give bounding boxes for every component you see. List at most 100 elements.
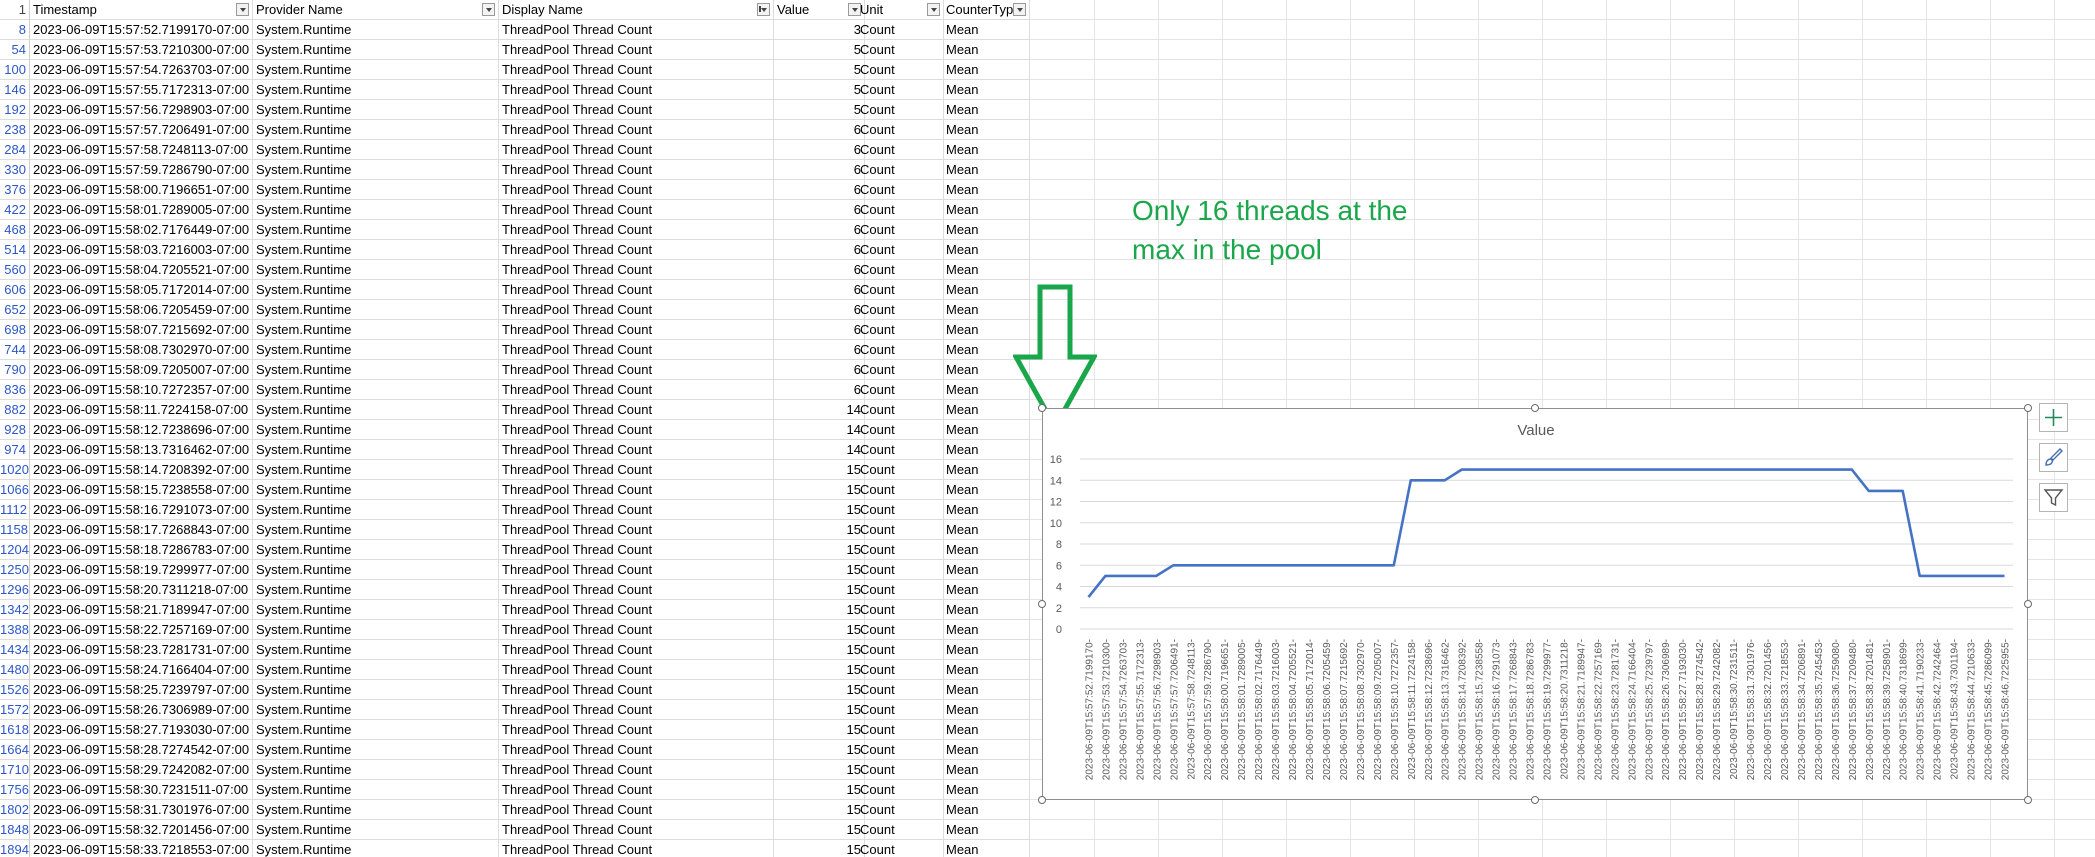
cell-counter-type[interactable]: Mean: [943, 480, 1030, 500]
cell-counter-type[interactable]: Mean: [943, 200, 1030, 220]
cell-display-name[interactable]: ThreadPool Thread Count: [499, 40, 774, 60]
cell-display-name[interactable]: ThreadPool Thread Count: [499, 720, 774, 740]
cell-timestamp[interactable]: 2023-06-09T15:58:05.7172014-07:00: [30, 280, 253, 300]
cell-display-name[interactable]: ThreadPool Thread Count: [499, 380, 774, 400]
row-number[interactable]: 836: [0, 380, 30, 400]
row-number[interactable]: 54: [0, 40, 30, 60]
resize-handle-top-right[interactable]: [2024, 404, 2032, 412]
cell-provider-name[interactable]: System.Runtime: [253, 800, 499, 820]
cell-unit[interactable]: Count: [857, 540, 944, 560]
cell-counter-type[interactable]: Mean: [943, 600, 1030, 620]
cell-timestamp[interactable]: 2023-06-09T15:58:02.7176449-07:00: [30, 220, 253, 240]
row-number[interactable]: 1204: [0, 540, 30, 560]
cell-display-name[interactable]: ThreadPool Thread Count: [499, 60, 774, 80]
cell-counter-type[interactable]: Mean: [943, 280, 1030, 300]
cell-timestamp[interactable]: 2023-06-09T15:58:01.7289005-07:00: [30, 200, 253, 220]
cell-value[interactable]: 3: [774, 20, 865, 40]
cell-value[interactable]: 14: [774, 420, 865, 440]
cell-provider-name[interactable]: System.Runtime: [253, 440, 499, 460]
cell-value[interactable]: 15: [774, 620, 865, 640]
cell-unit[interactable]: Count: [857, 740, 944, 760]
row-number[interactable]: 1710: [0, 760, 30, 780]
row-number[interactable]: 100: [0, 60, 30, 80]
cell-timestamp[interactable]: 2023-06-09T15:58:11.7224158-07:00: [30, 400, 253, 420]
cell-provider-name[interactable]: System.Runtime: [253, 400, 499, 420]
row-number[interactable]: 284: [0, 140, 30, 160]
cell-unit[interactable]: Count: [857, 840, 944, 857]
cell-counter-type[interactable]: Mean: [943, 620, 1030, 640]
cell-value[interactable]: 6: [774, 360, 865, 380]
resize-handle-middle-left[interactable]: [1038, 600, 1046, 608]
cell-value[interactable]: 5: [774, 40, 865, 60]
cell-counter-type[interactable]: Mean: [943, 700, 1030, 720]
cell-display-name[interactable]: ThreadPool Thread Count: [499, 600, 774, 620]
cell-timestamp[interactable]: 2023-06-09T15:58:25.7239797-07:00: [30, 680, 253, 700]
cell-counter-type[interactable]: Mean: [943, 60, 1030, 80]
cell-display-name[interactable]: ThreadPool Thread Count: [499, 120, 774, 140]
cell-value[interactable]: 6: [774, 300, 865, 320]
cell-display-name[interactable]: ThreadPool Thread Count: [499, 820, 774, 840]
cell-unit[interactable]: Count: [857, 380, 944, 400]
cell-unit[interactable]: Count: [857, 560, 944, 580]
cell-counter-type[interactable]: Mean: [943, 140, 1030, 160]
cell-display-name[interactable]: ThreadPool Thread Count: [499, 300, 774, 320]
cell-display-name[interactable]: ThreadPool Thread Count: [499, 800, 774, 820]
cell-display-name[interactable]: ThreadPool Thread Count: [499, 420, 774, 440]
filter-dropdown-icon[interactable]: [482, 3, 495, 16]
cell-unit[interactable]: Count: [857, 300, 944, 320]
cell-counter-type[interactable]: Mean: [943, 340, 1030, 360]
cell-unit[interactable]: Count: [857, 660, 944, 680]
cell-provider-name[interactable]: System.Runtime: [253, 780, 499, 800]
cell-timestamp[interactable]: 2023-06-09T15:58:14.7208392-07:00: [30, 460, 253, 480]
cell-provider-name[interactable]: System.Runtime: [253, 540, 499, 560]
row-number[interactable]: 1480: [0, 660, 30, 680]
cell-unit[interactable]: Count: [857, 160, 944, 180]
cell-unit[interactable]: Count: [857, 340, 944, 360]
resize-handle-bottom-right[interactable]: [2024, 796, 2032, 804]
cell-timestamp[interactable]: 2023-06-09T15:57:59.7286790-07:00: [30, 160, 253, 180]
cell-provider-name[interactable]: System.Runtime: [253, 520, 499, 540]
cell-provider-name[interactable]: System.Runtime: [253, 80, 499, 100]
cell-unit[interactable]: Count: [857, 600, 944, 620]
cell-provider-name[interactable]: System.Runtime: [253, 320, 499, 340]
cell-value[interactable]: 15: [774, 640, 865, 660]
resize-handle-middle-right[interactable]: [2024, 600, 2032, 608]
row-number[interactable]: 1020: [0, 460, 30, 480]
cell-value[interactable]: 15: [774, 580, 865, 600]
cell-timestamp[interactable]: 2023-06-09T15:58:28.7274542-07:00: [30, 740, 253, 760]
cell-value[interactable]: 15: [774, 720, 865, 740]
cell-unit[interactable]: Count: [857, 420, 944, 440]
chart-elements-button[interactable]: [2039, 403, 2068, 432]
row-number[interactable]: 1618: [0, 720, 30, 740]
cell-value[interactable]: 6: [774, 200, 865, 220]
cell-timestamp[interactable]: 2023-06-09T15:57:53.7210300-07:00: [30, 40, 253, 60]
cell-timestamp[interactable]: 2023-06-09T15:58:16.7291073-07:00: [30, 500, 253, 520]
cell-counter-type[interactable]: Mean: [943, 100, 1030, 120]
cell-value[interactable]: 15: [774, 500, 865, 520]
cell-timestamp[interactable]: 2023-06-09T15:58:13.7316462-07:00: [30, 440, 253, 460]
cell-timestamp[interactable]: 2023-06-09T15:58:03.7216003-07:00: [30, 240, 253, 260]
cell-unit[interactable]: Count: [857, 100, 944, 120]
cell-unit[interactable]: Count: [857, 180, 944, 200]
cell-timestamp[interactable]: 2023-06-09T15:58:12.7238696-07:00: [30, 420, 253, 440]
row-number[interactable]: 1: [0, 0, 30, 20]
cell-value[interactable]: 15: [774, 660, 865, 680]
chart-filters-button[interactable]: [2039, 483, 2068, 512]
cell-provider-name[interactable]: System.Runtime: [253, 180, 499, 200]
cell-display-name[interactable]: ThreadPool Thread Count: [499, 400, 774, 420]
cell-unit[interactable]: Count: [857, 200, 944, 220]
cell-display-name[interactable]: ThreadPool Thread Count: [499, 640, 774, 660]
cell-provider-name[interactable]: System.Runtime: [253, 100, 499, 120]
cell-provider-name[interactable]: System.Runtime: [253, 380, 499, 400]
cell-counter-type[interactable]: Mean: [943, 820, 1030, 840]
cell-unit[interactable]: Count: [857, 20, 944, 40]
cell-value[interactable]: 15: [774, 760, 865, 780]
cell-counter-type[interactable]: Mean: [943, 40, 1030, 60]
cell-provider-name[interactable]: System.Runtime: [253, 220, 499, 240]
cell-timestamp[interactable]: 2023-06-09T15:58:33.7218553-07:00: [30, 840, 253, 857]
row-number[interactable]: 1526: [0, 680, 30, 700]
cell-counter-type[interactable]: Mean: [943, 80, 1030, 100]
cell-counter-type[interactable]: Mean: [943, 420, 1030, 440]
cell-value[interactable]: 6: [774, 240, 865, 260]
cell-display-name[interactable]: ThreadPool Thread Count: [499, 220, 774, 240]
